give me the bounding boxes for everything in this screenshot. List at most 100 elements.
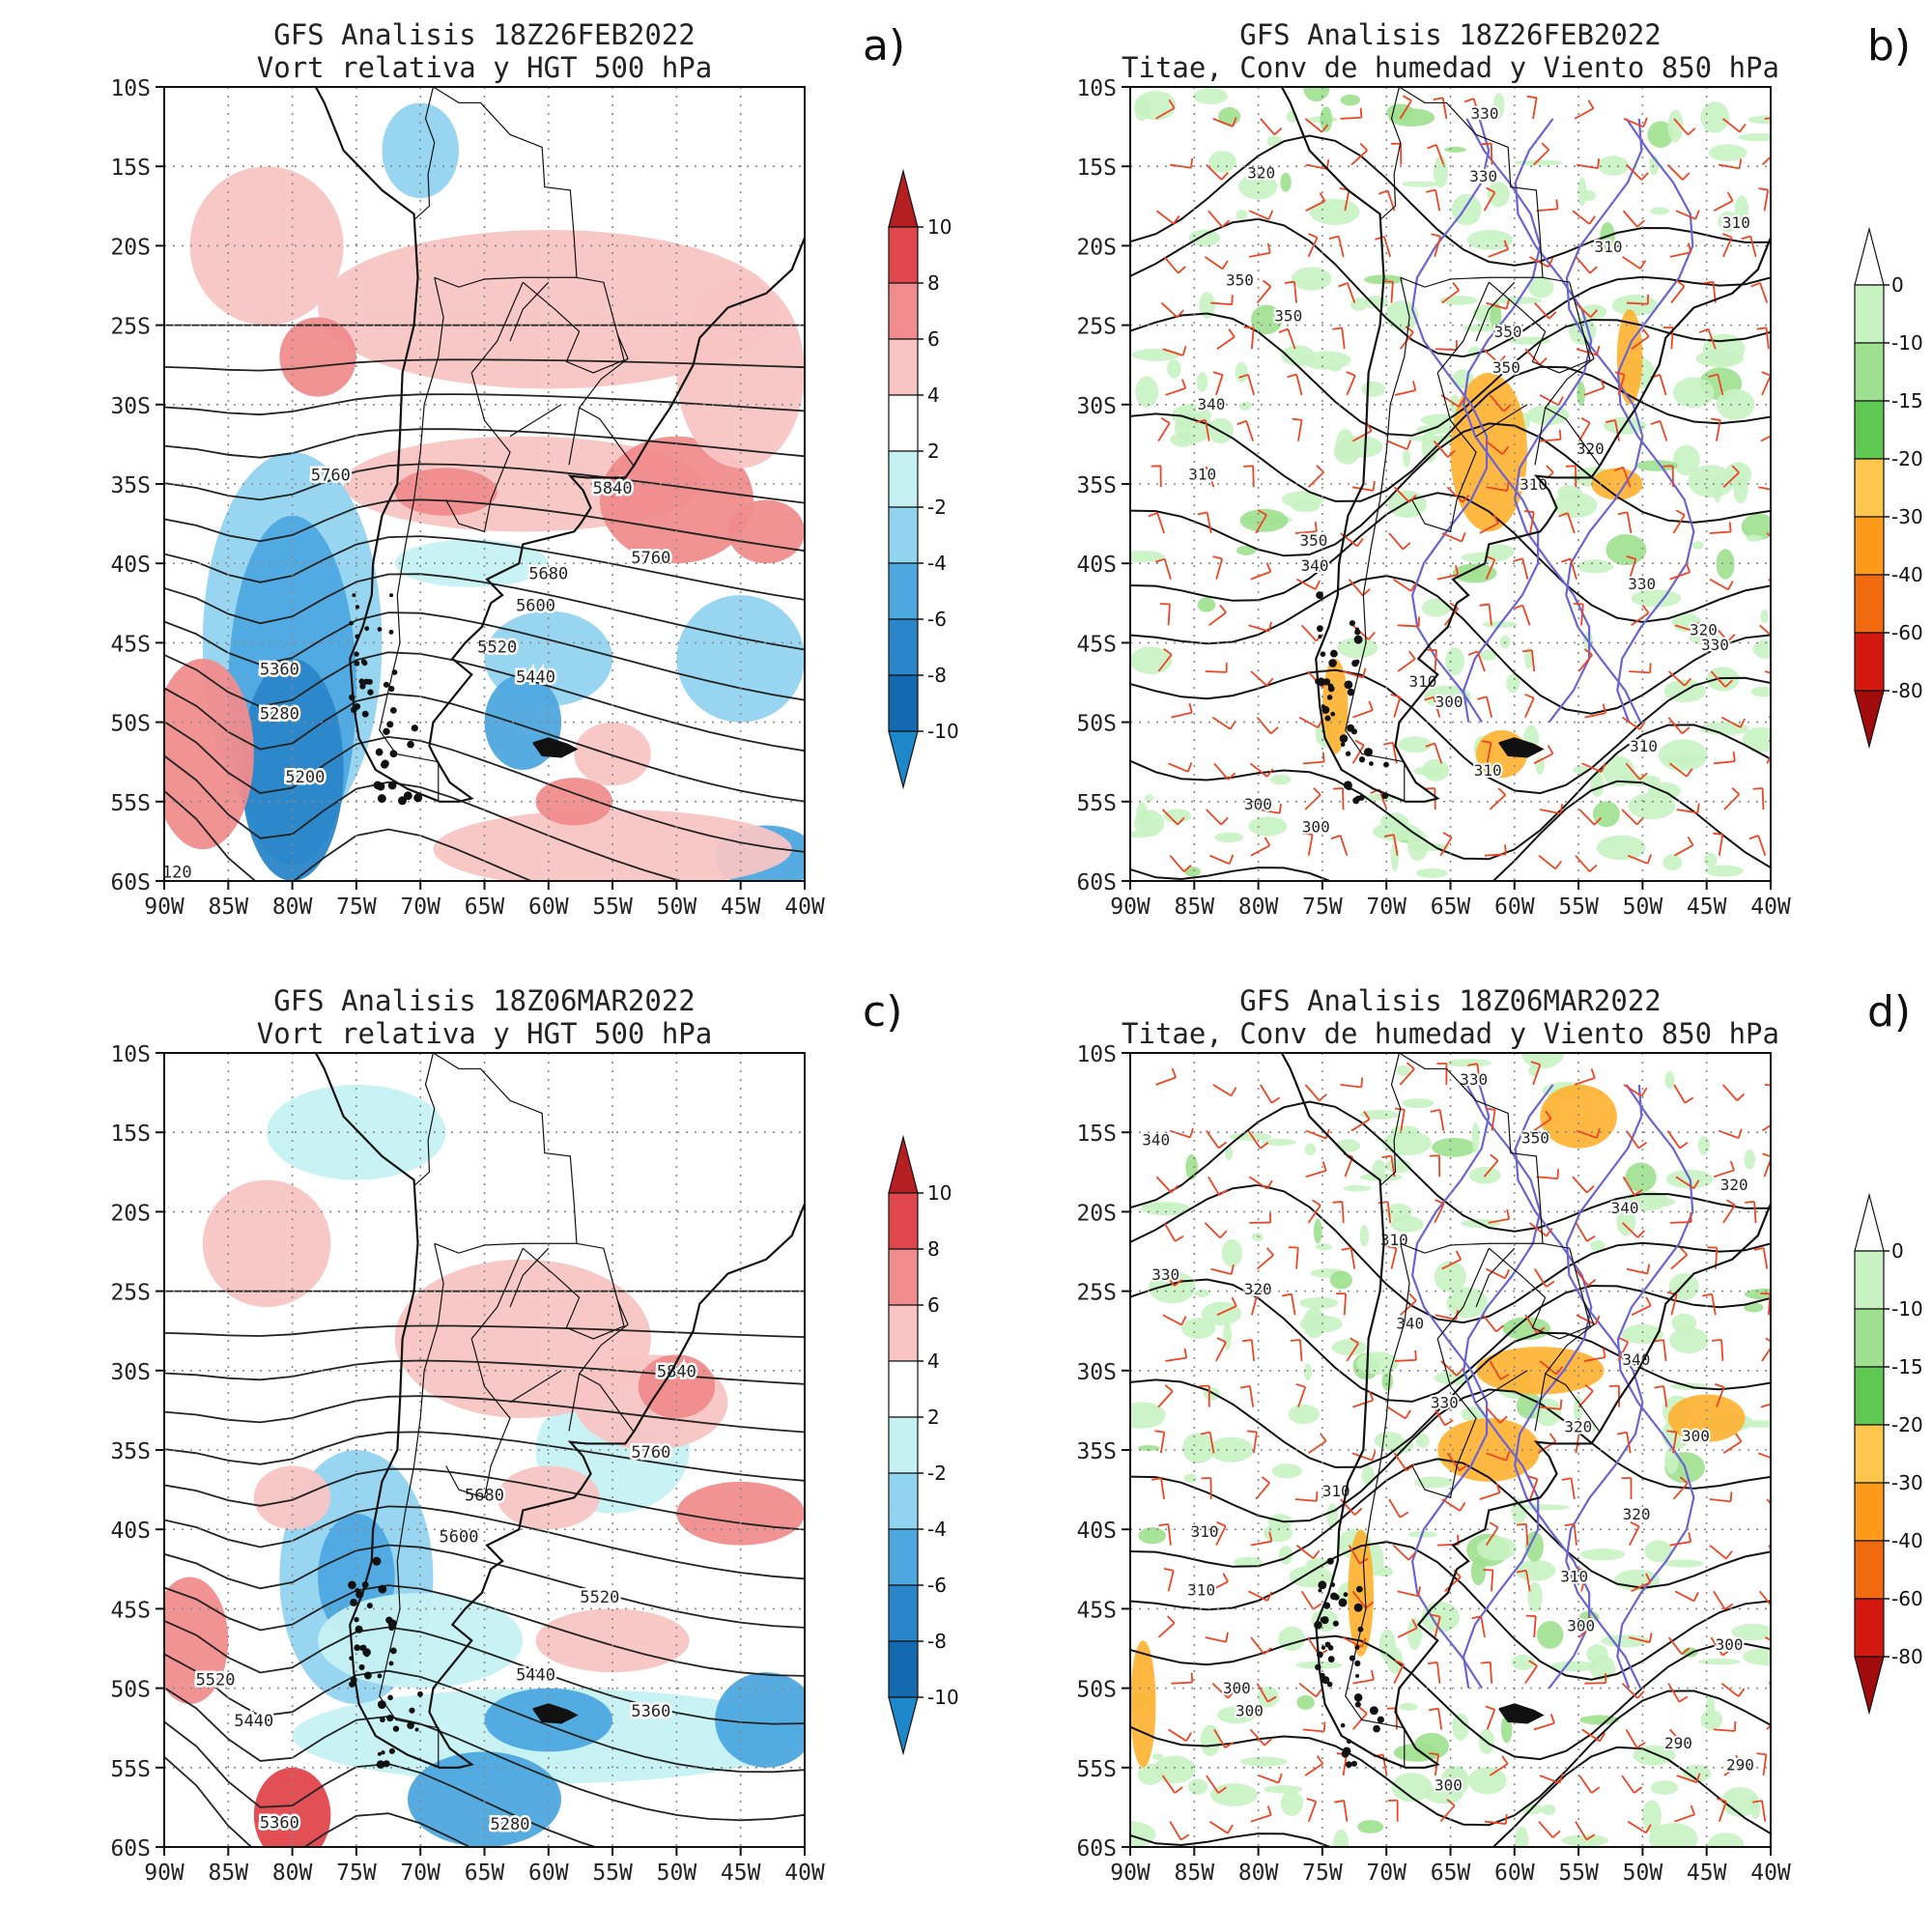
height-contour	[164, 393, 805, 416]
wind-barb	[1434, 649, 1437, 672]
island-speck	[1369, 761, 1374, 766]
panel-letter: a)	[863, 21, 905, 71]
lat-tick-label: 30S	[110, 1360, 151, 1385]
wind-barb-flag	[1316, 1755, 1324, 1765]
wind-barb-flag	[1565, 465, 1576, 468]
wind-barb	[1300, 1590, 1315, 1610]
malvinas-islands	[1498, 1703, 1545, 1724]
wind-barb-flag	[1501, 445, 1510, 455]
island-speck	[411, 724, 418, 732]
colorbar-segment	[888, 562, 919, 620]
island-speck	[1353, 635, 1363, 644]
wind-barb-flag	[1779, 1558, 1788, 1563]
wind-barb	[1343, 1800, 1349, 1822]
height-contour-label: 120	[162, 864, 192, 883]
wind-barb-flag	[1158, 1522, 1169, 1527]
wind-barb	[1534, 1268, 1548, 1288]
island-speck	[1326, 1681, 1333, 1688]
wind-barb-flag	[1724, 679, 1733, 688]
wind-barb	[1622, 210, 1638, 228]
island-speck	[354, 1644, 361, 1652]
wind-barb	[1486, 301, 1507, 310]
wind-barb-flag	[1462, 495, 1470, 503]
wind-barb-flag	[1714, 1382, 1724, 1388]
wind-barb	[1578, 809, 1596, 826]
wind-barb-flag	[1497, 787, 1506, 796]
moisture-convergence-shade	[1194, 1289, 1210, 1297]
theta-e-contour-label: 350	[1521, 1128, 1549, 1147]
wind-barb	[1352, 1399, 1374, 1408]
colorbar-segment	[1854, 1366, 1885, 1426]
lat-tick-label: 35S	[110, 473, 151, 498]
wind-barb-flag	[1224, 1742, 1235, 1748]
island-speck	[1383, 761, 1389, 768]
wind-barb-flag	[1231, 1296, 1237, 1307]
moisture-convergence-shade	[1650, 1780, 1679, 1795]
moisture-convergence-shade	[1647, 121, 1674, 149]
wind-barb	[1250, 327, 1255, 350]
wind-barb	[1252, 1432, 1258, 1454]
wind-barb	[1476, 1063, 1482, 1086]
wind-barb	[1476, 650, 1486, 672]
wind-barb	[1534, 301, 1550, 320]
wind-barb-flag	[1480, 1661, 1491, 1664]
country-border	[433, 1053, 578, 1254]
wind-barb-flag	[1330, 834, 1341, 840]
wind-barb-flag	[1431, 233, 1441, 238]
moisture-convergence-shade	[1541, 1804, 1556, 1816]
wind-barb	[1626, 1130, 1640, 1150]
wind-barb-flag	[1368, 631, 1376, 640]
wind-barb	[1539, 1406, 1561, 1410]
wind-barb	[1299, 1339, 1303, 1361]
moisture-convergence-shade	[1704, 865, 1744, 877]
wind-barb-flag	[1737, 1128, 1743, 1139]
moisture-convergence-shade	[1234, 1556, 1263, 1568]
wind-barb	[1400, 1109, 1406, 1131]
wind-barb-flag	[1618, 1337, 1629, 1344]
wind-barb	[1397, 1627, 1418, 1638]
wind-barb	[1392, 834, 1399, 856]
moisture-convergence-shade	[1716, 549, 1735, 580]
wind-barb-flag	[1558, 429, 1562, 440]
wind-barb-flag	[1360, 1637, 1367, 1648]
moisture-convergence-shade	[1414, 1476, 1453, 1489]
wind-barb	[1351, 430, 1373, 442]
wind-barb-flag	[1174, 1786, 1183, 1794]
wind-barb	[1307, 1801, 1318, 1823]
theta-e-contour	[1130, 1541, 1771, 1681]
wind-barb-flag	[1554, 860, 1562, 870]
wind-barb-flag	[1546, 1280, 1555, 1288]
wind-barb-flag	[1737, 1688, 1746, 1697]
moisture-convergence-shade	[1183, 1473, 1197, 1484]
wind-barb-flag	[1278, 803, 1283, 814]
island-speck	[1328, 659, 1337, 668]
height-contour	[164, 498, 805, 553]
moisture-convergence-shade	[1167, 359, 1181, 379]
wind-barb-flag	[1634, 1786, 1643, 1794]
wind-barb	[1307, 237, 1319, 258]
lat-tick-label: 30S	[1076, 394, 1117, 419]
wind-barb-flag	[1429, 1752, 1439, 1756]
colorbar-triangle-bottom	[1854, 690, 1885, 750]
lat-tick-label: 50S	[110, 1678, 151, 1703]
wind-barb-flag	[1499, 1415, 1508, 1424]
lat-tick-label: 15S	[110, 1122, 151, 1147]
wind-barb	[1351, 1452, 1373, 1462]
wind-barb-flag	[1154, 557, 1165, 563]
wind-barb-flag	[1541, 142, 1549, 151]
wind-barb-flag	[1452, 282, 1461, 292]
wind-barb-flag	[1594, 1315, 1601, 1325]
wind-barb-flag	[1593, 816, 1603, 826]
wind-barb-flag	[1728, 522, 1732, 532]
theta-e-contour	[1130, 575, 1771, 715]
wind-barb	[1670, 1254, 1689, 1270]
wind-barb	[1249, 762, 1268, 778]
wind-barb	[1209, 854, 1231, 866]
moisture-convergence-shade	[1621, 1323, 1663, 1345]
wind-barb	[1666, 1130, 1681, 1150]
wind-barb-flag	[1163, 647, 1173, 656]
moisture-convergence-shade	[1631, 589, 1682, 608]
wind-barb-flag	[1783, 539, 1789, 547]
wind-barb-flag	[1702, 1293, 1713, 1297]
lat-tick-label: 20S	[110, 1201, 151, 1226]
